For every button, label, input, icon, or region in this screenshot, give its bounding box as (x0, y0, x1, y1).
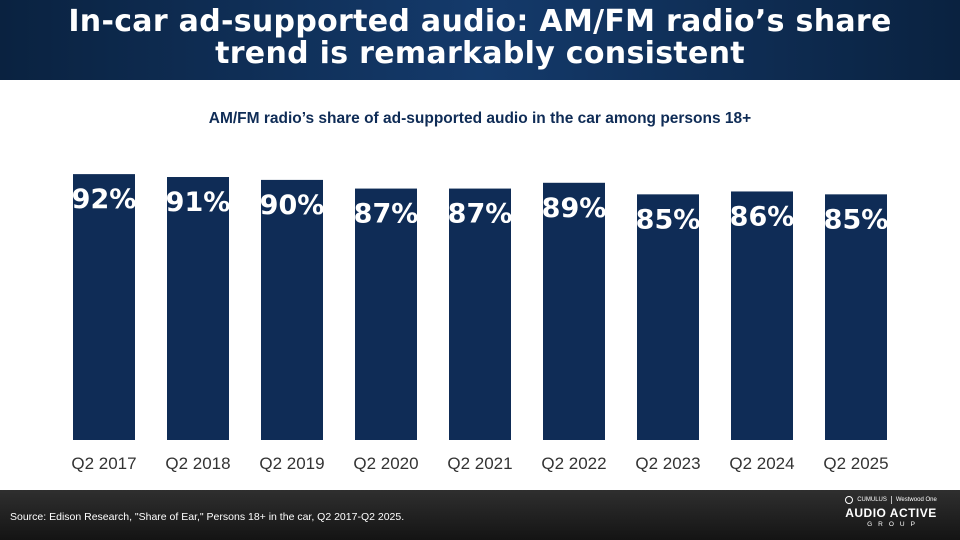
logo-divider (890, 496, 892, 504)
data-label: 91% (166, 187, 231, 218)
bar-q2-2020 (355, 188, 417, 440)
x-tick-label: Q2 2022 (541, 454, 606, 473)
x-tick-label: Q2 2021 (447, 454, 512, 473)
logo-sub-text: GROUP (867, 521, 921, 528)
bar-q2-2023 (637, 194, 699, 440)
bar-q2-2017 (73, 174, 135, 440)
x-tick-label: Q2 2024 (729, 454, 794, 473)
source-note: Source: Edison Research, "Share of Ear,"… (10, 511, 405, 523)
x-tick-label: Q2 2025 (823, 454, 888, 473)
chart-title: AM/FM radio’s share of ad-supported audi… (208, 110, 752, 127)
data-label: 89% (542, 193, 607, 224)
data-label: 92% (72, 184, 137, 215)
logo-brand-cumulus: CUMULUS (857, 497, 887, 503)
data-label: 87% (448, 199, 513, 230)
x-tick-label: Q2 2018 (165, 454, 230, 473)
bar-q2-2025 (825, 194, 887, 440)
data-label: 90% (260, 190, 325, 221)
x-tick-label: Q2 2019 (259, 454, 324, 473)
bar-q2-2024 (731, 191, 793, 440)
data-label: 86% (730, 201, 795, 232)
x-tick-label: Q2 2020 (353, 454, 418, 473)
logo-main-text: AUDIO ACTIVE (845, 506, 937, 520)
bar-q2-2022 (543, 182, 605, 441)
data-label: 85% (636, 204, 701, 235)
bar-q2-2021 (449, 188, 511, 440)
audio-active-group-logo: CUMULUS Westwood One AUDIO ACTIVE GROUP (836, 494, 946, 529)
bar-q2-2019 (261, 179, 323, 440)
x-tick-label: Q2 2017 (71, 454, 136, 473)
logo-brand-westwood: Westwood One (895, 497, 937, 503)
data-label: 85% (824, 204, 889, 235)
bar-q2-2018 (167, 177, 229, 440)
data-label: 87% (354, 199, 419, 230)
header-banner: In-car ad-supported audio: AM/FM radio’s… (0, 0, 960, 80)
x-tick-label: Q2 2023 (635, 454, 700, 473)
footer-bar: Source: Edison Research, "Share of Ear,"… (0, 490, 960, 540)
bar-chart: 92% Q2 2017 91% Q2 2018 90% Q2 2019 87% Q2 2020… (71, 174, 889, 473)
page-title-line-2: trend is remarkably consistent (215, 36, 745, 71)
page-title-line-1: In-car ad-supported audio: AM/FM radio’s… (68, 4, 892, 39)
cumulus-icon (845, 496, 854, 504)
logo-brand-row: CUMULUS Westwood One (836, 494, 946, 506)
